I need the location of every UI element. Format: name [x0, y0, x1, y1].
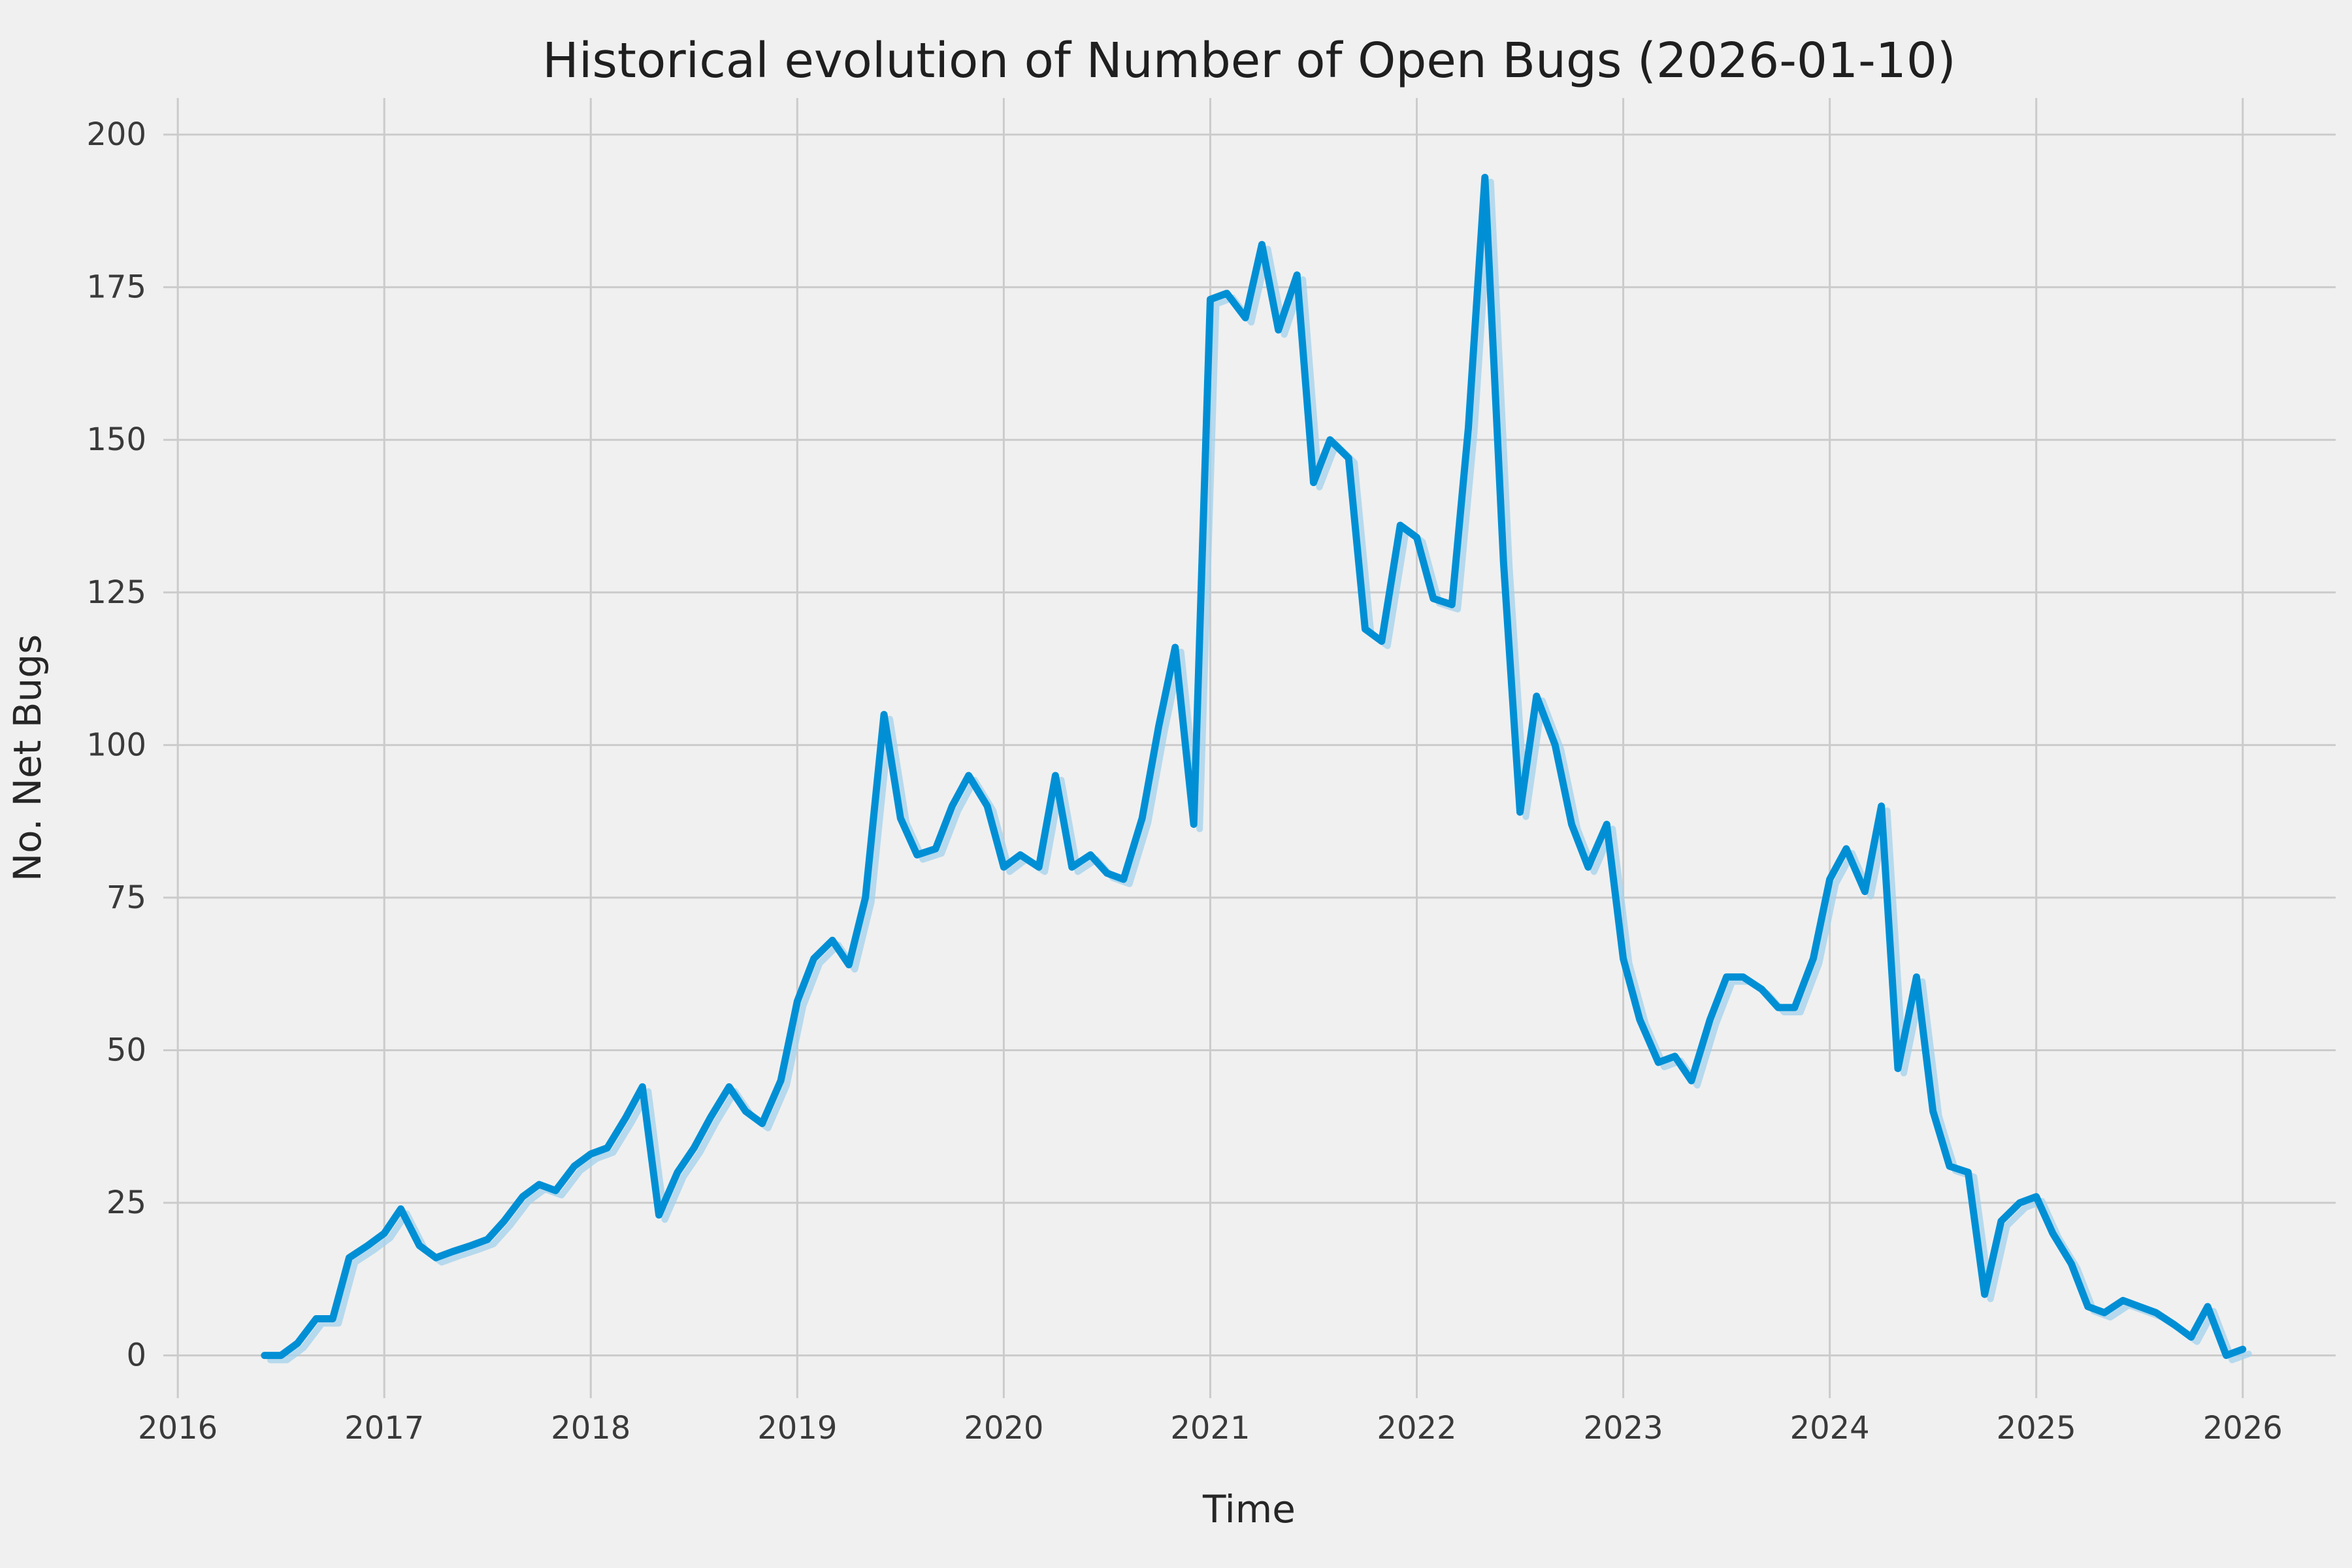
y-tick-label-175: 175 [86, 269, 146, 306]
y-tick-label-50: 50 [106, 1032, 146, 1068]
y-axis-label: No. Net Bugs [5, 634, 50, 882]
x-tick-label-2022: 2022 [1377, 1410, 1456, 1446]
x-tick-label-2016: 2016 [138, 1410, 218, 1446]
y-tick-label-200: 200 [86, 116, 146, 153]
x-tick-label-2021: 2021 [1170, 1410, 1250, 1446]
x-tick-label-2024: 2024 [1790, 1410, 1870, 1446]
y-tick-label-75: 75 [106, 879, 146, 916]
x-tick-label-2026: 2026 [2203, 1410, 2283, 1446]
series-layer [261, 173, 2252, 1364]
bugs-line-series [261, 173, 2247, 1360]
x-tick-label-2025: 2025 [1997, 1410, 2076, 1446]
tick-labels: 2016 2017 2018 2019 2020 2021 2022 2023 2024 2025… [86, 116, 2282, 1446]
x-tick-label-2019: 2019 [757, 1410, 837, 1446]
y-tick-label-150: 150 [86, 421, 146, 458]
y-tick-label-25: 25 [106, 1184, 146, 1221]
x-tick-label-2023: 2023 [1583, 1410, 1663, 1446]
x-tick-label-2017: 2017 [344, 1410, 424, 1446]
y-tick-label-0: 0 [126, 1337, 146, 1374]
y-tick-label-125: 125 [86, 574, 146, 611]
y-tick-label-100: 100 [86, 727, 146, 763]
x-tick-label-2020: 2020 [964, 1410, 1043, 1446]
chart-title: Historical evolution of Number of Open B… [542, 33, 1956, 89]
x-tick-label-2018: 2018 [551, 1410, 630, 1446]
x-axis-label: Time [1202, 1487, 1296, 1531]
